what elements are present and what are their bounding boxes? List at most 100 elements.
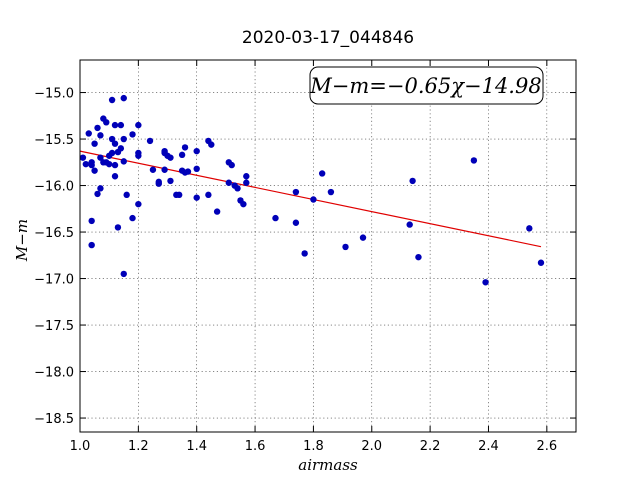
data-point: [120, 270, 127, 278]
data-point: [243, 173, 250, 180]
data-point: [97, 132, 104, 139]
data-point: [537, 259, 545, 266]
data-point: [135, 200, 142, 208]
data-point: [292, 219, 300, 226]
data-point: [272, 214, 279, 222]
data-point: [470, 157, 478, 164]
x-tick-label: 2.6: [536, 439, 557, 454]
x-axis-label: airmass: [298, 456, 358, 474]
data-point: [117, 145, 125, 152]
data-point: [108, 135, 116, 143]
data-point: [243, 179, 250, 186]
data-point: [213, 208, 221, 215]
data-point: [146, 137, 154, 145]
data-point: [184, 168, 192, 175]
data-point: [167, 177, 174, 185]
data-point: [103, 119, 110, 126]
data-point: [120, 158, 127, 165]
x-tick-label: 1.8: [303, 439, 324, 454]
data-point: [108, 149, 116, 157]
data-point: [129, 214, 136, 222]
data-point: [135, 121, 142, 129]
data-point: [111, 161, 119, 169]
x-tick-label: 2.2: [420, 439, 441, 454]
data-point: [167, 154, 174, 161]
data-point: [105, 160, 113, 168]
data-point: [94, 124, 101, 132]
fit-equation-box: M−m=−0.65χ−14.98: [309, 66, 544, 105]
data-point: [88, 161, 95, 169]
data-point: [85, 130, 92, 137]
data-point: [526, 225, 533, 232]
data-point: [310, 196, 317, 203]
x-tick-label: 1.4: [186, 439, 207, 454]
data-point: [193, 165, 200, 173]
data-point: [149, 166, 157, 173]
data-point: [292, 188, 300, 196]
data-point: [327, 188, 335, 196]
data-point: [176, 191, 183, 199]
x-tick-label: 1.2: [128, 439, 149, 454]
equation-box-border: [309, 66, 544, 105]
data-point: [155, 180, 162, 187]
data-points: [79, 94, 545, 286]
data-point: [301, 250, 308, 257]
y-tick-label: −17.5: [34, 319, 74, 334]
y-tick-label: −16.0: [34, 180, 74, 195]
data-point: [97, 154, 104, 161]
y-tick-label: −17.0: [34, 273, 74, 288]
data-point: [406, 221, 413, 228]
plot-frame: [79, 59, 577, 433]
x-tick-label: 2.4: [478, 439, 499, 454]
y-tick-label: −18.0: [34, 366, 74, 381]
data-point: [117, 121, 125, 129]
data-point: [120, 94, 127, 102]
fit-equation: M−m=−0.65χ−14.98: [309, 74, 541, 98]
data-point: [94, 190, 101, 198]
data-point: [91, 167, 98, 174]
data-point: [111, 121, 119, 129]
data-point: [97, 185, 104, 192]
y-tick-label: −18.5: [34, 412, 74, 427]
chart-title: 2020-03-17_044846: [242, 28, 414, 48]
data-point: [482, 279, 489, 286]
data-point: [88, 217, 95, 225]
data-point: [359, 234, 367, 241]
data-point: [88, 241, 95, 249]
data-point: [123, 191, 130, 199]
plot-area: [80, 60, 576, 432]
data-point: [129, 131, 136, 138]
x-tick-label: 1.6: [245, 439, 266, 454]
data-point: [228, 161, 235, 169]
x-tick-label: 1.0: [70, 439, 91, 454]
data-point: [161, 166, 168, 173]
data-point: [120, 135, 127, 143]
data-point: [234, 185, 241, 192]
data-point: [111, 173, 119, 180]
data-point: [342, 243, 349, 251]
data-point: [181, 144, 189, 151]
data-point: [193, 194, 200, 201]
data-point: [178, 151, 186, 159]
data-point: [225, 179, 232, 186]
data-point: [409, 177, 416, 185]
data-point: [91, 140, 98, 147]
data-point: [208, 141, 215, 148]
data-point: [135, 152, 142, 159]
data-point: [205, 191, 212, 199]
data-point: [111, 140, 119, 147]
y-axis-label: M−m: [13, 219, 31, 262]
x-tick-label: 2.0: [361, 439, 382, 454]
data-point: [415, 253, 422, 261]
data-point: [318, 170, 326, 177]
y-tick-label: −15.5: [34, 133, 74, 148]
data-point: [82, 160, 90, 168]
data-point: [193, 147, 200, 155]
axis-ticks: 1.0 1.2 1.4 1.6 1.8 2.0 2.2 2.4 2.6 −15.0 −15.5 −16…: [34, 60, 577, 454]
y-tick-label: −16.5: [34, 226, 74, 241]
data-point: [114, 224, 122, 231]
y-tick-label: −15.0: [34, 87, 74, 102]
data-point: [108, 96, 116, 104]
